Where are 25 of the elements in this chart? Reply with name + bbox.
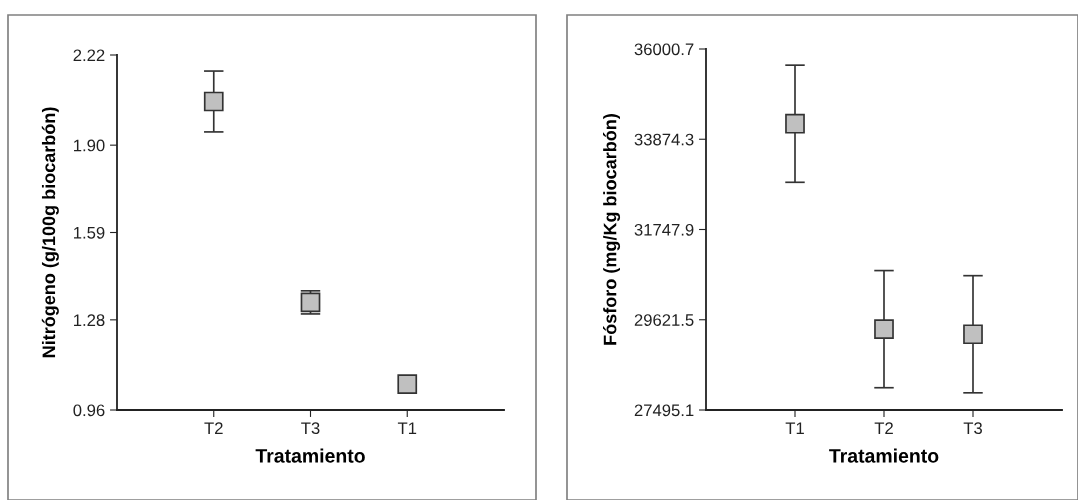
y-axis-title: Fósforo (mg/Kg biocarbón) <box>603 114 621 345</box>
y-tick-label: 1.59 <box>74 226 105 239</box>
x-tick-label: T3 <box>301 422 320 435</box>
y-tick-label: 1.90 <box>74 139 105 152</box>
x-tick-label: T1 <box>785 422 804 434</box>
y-tick-label: 2.22 <box>73 49 105 62</box>
y-axis-title: Nitrógeno (g/100g biocarbón) <box>41 107 59 358</box>
x-tick-label: T2 <box>874 422 893 434</box>
y-tick-label: 1.28 <box>74 314 105 327</box>
point <box>963 324 983 345</box>
y-tick-label: 31747.9 <box>634 223 694 236</box>
point <box>203 91 224 112</box>
point <box>785 113 805 134</box>
y-tick-label: 27495.1 <box>634 404 694 417</box>
point <box>397 374 418 394</box>
y-tick-label: 0.96 <box>73 404 105 417</box>
y-tick-label: 33874.3 <box>634 133 694 146</box>
x-axis-title: Tratamiento <box>255 448 365 463</box>
y-tick-label: 36000.7 <box>634 43 694 56</box>
x-tick-label: T1 <box>397 422 417 434</box>
x-tick-label: T2 <box>204 422 223 434</box>
x-tick-label: T3 <box>963 422 982 435</box>
point <box>874 319 894 340</box>
x-axis-title: Tratamiento <box>829 448 939 463</box>
y-tick-label: 29621.5 <box>634 314 694 326</box>
